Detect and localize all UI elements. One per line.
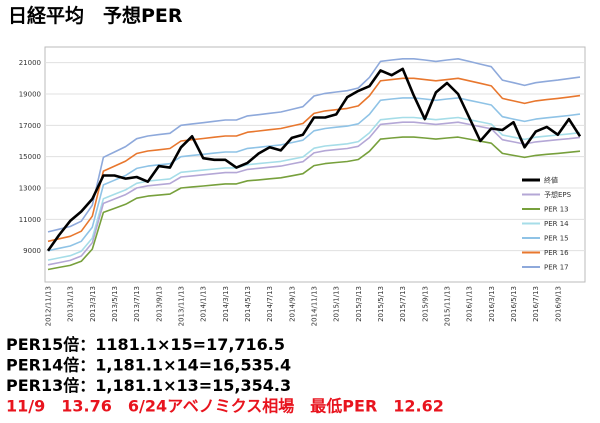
note-line: PER14倍：1,181.1×14=16,535.4 bbox=[6, 356, 291, 375]
y-tick-label: 15000 bbox=[19, 153, 41, 161]
y-tick-label: 9000 bbox=[23, 247, 41, 255]
note-line: PER13倍：1,181.1×13=15,354.3 bbox=[6, 376, 291, 395]
x-tick-label: 2013/7/13 bbox=[133, 286, 141, 322]
x-tick-label: 2015/5/13 bbox=[377, 286, 385, 322]
x-tick-label: 2014/11/13 bbox=[311, 286, 319, 326]
y-tick-label: 13000 bbox=[19, 185, 41, 193]
x-tick-label: 2015/7/13 bbox=[399, 286, 407, 322]
x-tick-label: 2013/5/13 bbox=[111, 286, 119, 322]
x-tick-label: 2013/3/13 bbox=[89, 286, 97, 322]
x-tick-label: 2014/3/13 bbox=[222, 286, 230, 322]
x-tick-label: 2012/11/13 bbox=[45, 286, 53, 326]
legend-label: 予想EPS bbox=[544, 190, 572, 199]
x-tick-label: 2013/1/13 bbox=[67, 286, 75, 322]
legend-label: PER 15 bbox=[544, 235, 569, 243]
x-tick-label: 2016/7/13 bbox=[532, 286, 540, 322]
series-line bbox=[47, 116, 581, 261]
x-tick-label: 2015/3/13 bbox=[355, 286, 363, 322]
x-tick-label: 2016/1/13 bbox=[466, 286, 474, 322]
plot-frame bbox=[44, 46, 586, 283]
y-tick-label: 11000 bbox=[19, 216, 41, 224]
y-tick-label: 21000 bbox=[19, 59, 41, 67]
y-tick-label: 19000 bbox=[19, 91, 41, 99]
y-tick-label: 17000 bbox=[19, 122, 41, 130]
series-line bbox=[47, 77, 581, 243]
x-tick-label: 2014/9/13 bbox=[288, 286, 296, 322]
x-tick-label: 2015/9/13 bbox=[421, 286, 429, 322]
x-tick-label: 2014/7/13 bbox=[266, 286, 274, 322]
x-tick-label: 2014/5/13 bbox=[244, 286, 252, 322]
series-line bbox=[47, 121, 581, 266]
x-tick-label: 2016/3/13 bbox=[488, 286, 496, 322]
series-line bbox=[47, 58, 581, 233]
x-tick-label: 2016/9/13 bbox=[554, 286, 562, 322]
legend-label: PER 13 bbox=[544, 206, 569, 214]
series-line bbox=[47, 97, 581, 252]
x-tick-label: 2013/9/13 bbox=[155, 286, 163, 322]
note-line: 11/9 13.76 6/24アベノミクス相場 最低PER 12.62 bbox=[6, 397, 444, 416]
legend-label: PER 16 bbox=[544, 249, 569, 257]
x-tick-label: 2014/1/13 bbox=[200, 286, 208, 322]
x-tick-label: 2016/5/13 bbox=[510, 286, 518, 322]
legend-label: PER 17 bbox=[544, 264, 569, 272]
series-line bbox=[46, 67, 582, 252]
x-tick-label: 2013/11/13 bbox=[178, 286, 186, 326]
x-tick-label: 2015/11/13 bbox=[444, 286, 452, 326]
note-line: PER15倍：1181.1×15=17,716.5 bbox=[6, 335, 285, 354]
chart-title: 日経平均 予想PER bbox=[8, 4, 183, 27]
x-tick-label: 2015/1/13 bbox=[333, 286, 341, 322]
legend-label: PER 14 bbox=[544, 220, 569, 228]
legend-label: 終値 bbox=[544, 176, 558, 185]
series-line bbox=[47, 136, 581, 271]
